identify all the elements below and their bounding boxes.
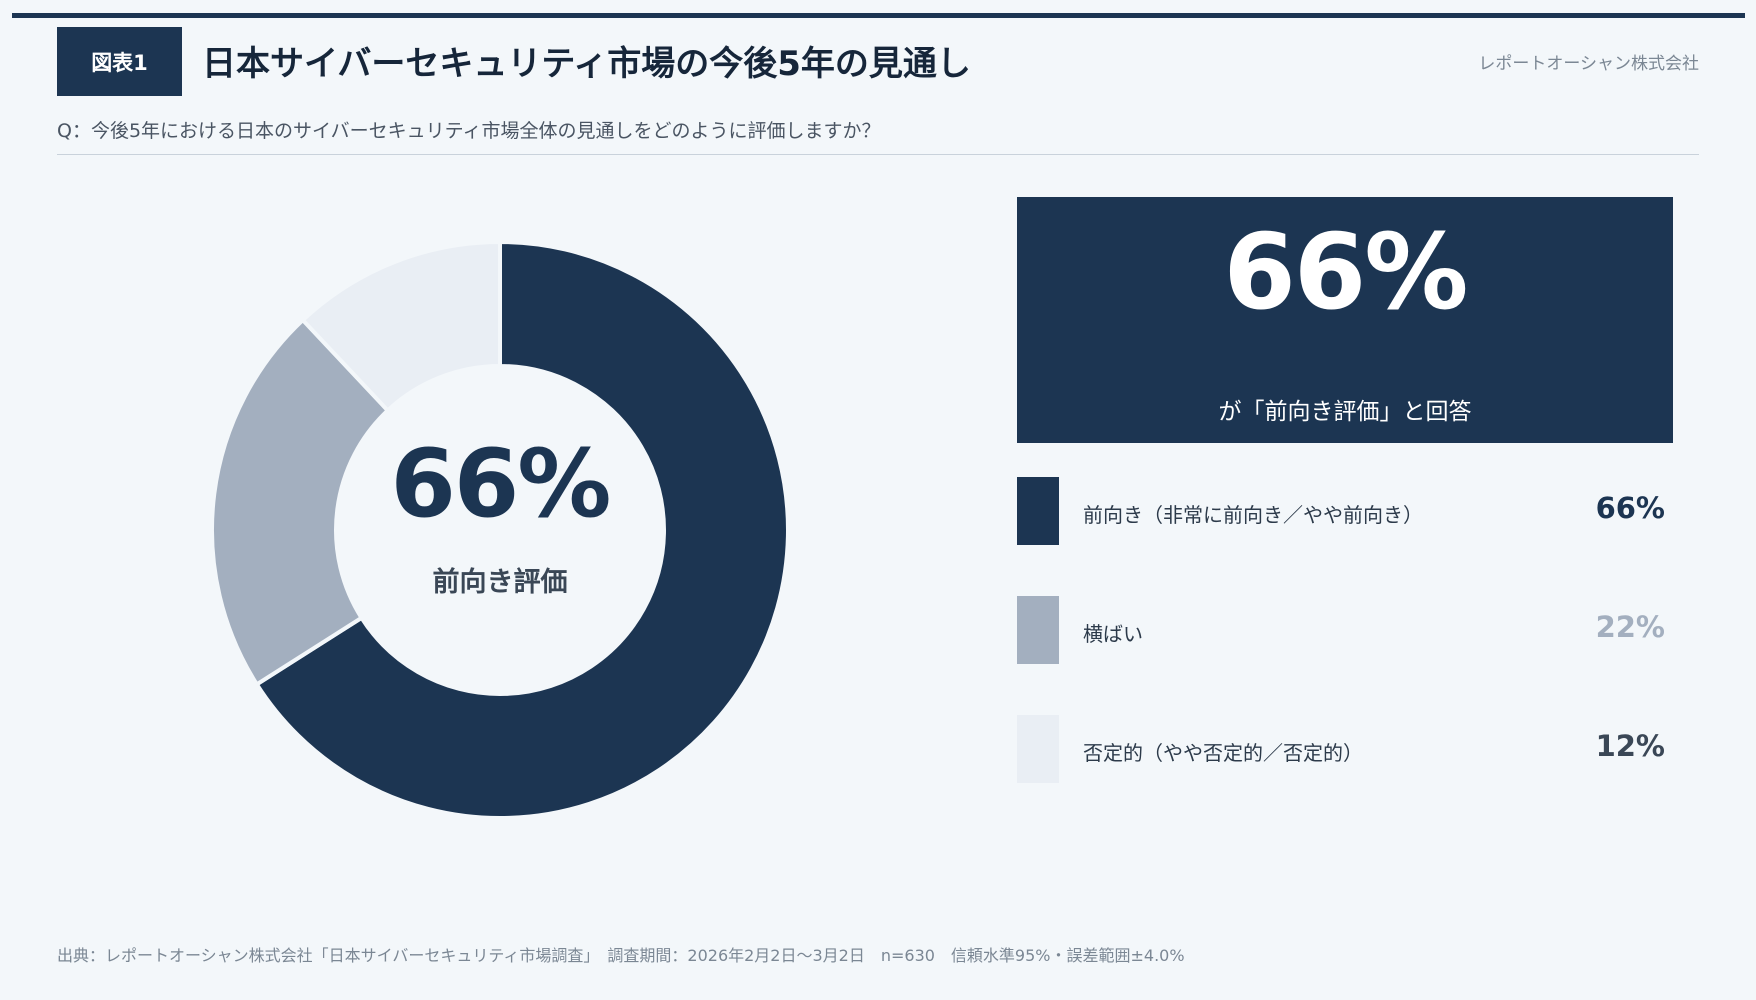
page-title: 日本サイバーセキュリティ市場の今後5年の見通し (202, 44, 971, 84)
donut-slice-negative (300, 239, 502, 414)
legend-item-positive: 前向き（非常に前向き／やや前向き） 66% (1017, 477, 1673, 545)
legend-swatch-flat (1017, 596, 1059, 664)
legend-swatch-negative (1017, 715, 1059, 783)
question-divider (57, 154, 1699, 155)
donut-slice-positive (254, 239, 790, 820)
kpi-panel: 66% が「前向き評価」と回答 (1017, 197, 1673, 443)
legend-value-negative: 12% (1595, 729, 1665, 763)
legend-item-flat: 横ばい 22% (1017, 596, 1673, 664)
donut-center-value: 66% (390, 430, 612, 539)
legend-label-flat: 横ばい (1083, 622, 1143, 646)
donut-center-label: 前向き評価 (432, 567, 568, 598)
donut-chart (210, 239, 790, 820)
figure-badge: 図表1 (57, 27, 182, 96)
legend-swatch-positive (1017, 477, 1059, 545)
kpi-caption: が「前向き評価」と回答 (1218, 399, 1472, 425)
kpi-value: 66% (1223, 211, 1469, 333)
legend-label-positive: 前向き（非常に前向き／やや前向き） (1083, 503, 1423, 527)
company-name: レポートオーシャン株式会社 (1478, 54, 1699, 74)
survey-question: Q：今後5年における日本のサイバーセキュリティ市場全体の見通しをどのように評価し… (57, 120, 881, 142)
top-rule (12, 13, 1745, 18)
legend-value-flat: 22% (1595, 610, 1665, 644)
legend-label-negative: 否定的（やや否定的／否定的） (1083, 741, 1363, 765)
source-footnote: 出典：レポートオーシャン株式会社「日本サイバーセキュリティ市場調査」 調査期間：… (57, 946, 1185, 965)
donut-slice-flat (210, 317, 391, 688)
legend-value-positive: 66% (1595, 491, 1665, 525)
legend-item-negative: 否定的（やや否定的／否定的） 12% (1017, 715, 1673, 783)
